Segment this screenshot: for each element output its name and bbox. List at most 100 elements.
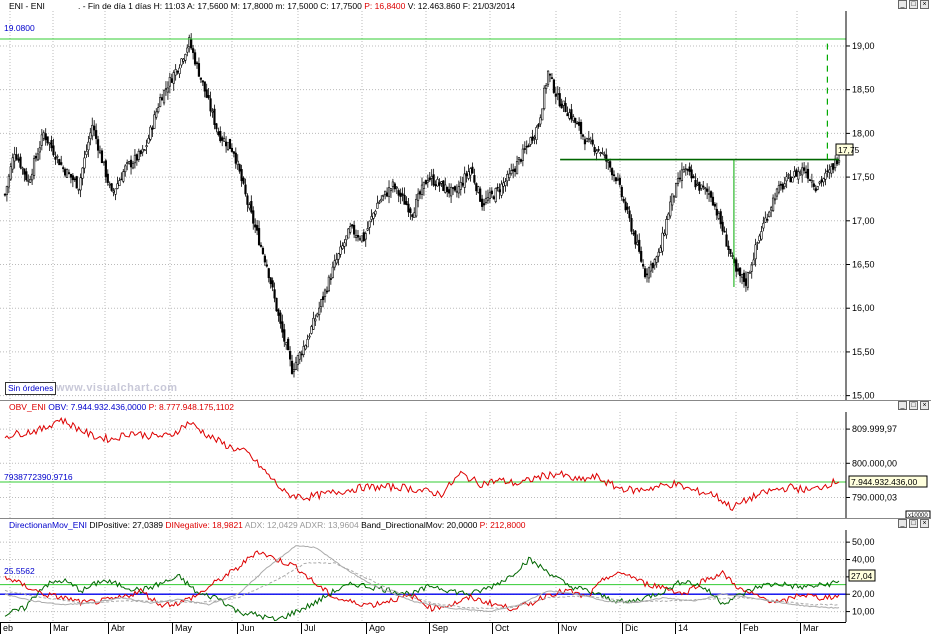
x-tick-label: Mar: [50, 623, 69, 634]
candle-body: [667, 213, 670, 220]
candle-body: [77, 188, 80, 191]
candle-body: [824, 172, 827, 180]
maximize-icon[interactable]: □: [909, 401, 918, 410]
candle-body: [50, 140, 53, 149]
candle-body: [100, 150, 104, 164]
candle-body: [353, 224, 356, 235]
candle-body: [566, 113, 569, 117]
info-item: C: 17,7500: [320, 1, 365, 11]
sin-ordenes-button[interactable]: Sin órdenes: [5, 382, 57, 395]
info-item: P: 16,8400: [364, 1, 408, 11]
x-axis-line: [0, 622, 846, 623]
candle-body: [331, 266, 334, 278]
candle-body: [535, 127, 538, 140]
candle-body: [34, 155, 38, 159]
candle-body: [737, 268, 740, 272]
candle-body: [395, 186, 398, 189]
candle-body: [647, 267, 651, 279]
candle-body: [709, 191, 713, 198]
candle-body: [523, 148, 526, 150]
main-info-line: . - Fin de día 1 días H: 11:03 A: 17,560…: [78, 0, 515, 12]
candle-body: [583, 139, 587, 145]
obv-chart[interactable]: 809.999,97 800.000,00 790.000,03 793877239…: [0, 412, 931, 518]
candle-body: [777, 185, 781, 193]
candle-body: [380, 198, 383, 202]
candle-body: [579, 122, 583, 135]
candle-body: [742, 272, 746, 282]
candle-body: [60, 162, 63, 165]
candle-body: [118, 180, 121, 187]
candle-body: [686, 169, 689, 171]
candle-body: [645, 273, 649, 276]
minimize-icon[interactable]: _: [898, 401, 907, 410]
dm-hline-label: 25.5562: [4, 566, 35, 576]
candle-body: [787, 174, 790, 176]
maximize-icon[interactable]: □: [909, 519, 918, 528]
candle-body: [345, 235, 348, 241]
candle-body: [527, 145, 530, 147]
candle-body: [234, 152, 237, 164]
candle-body: [199, 77, 202, 80]
candle-body: [529, 137, 532, 145]
candle-body: [354, 235, 358, 238]
info-item: M: 17,8000: [230, 1, 276, 11]
candle-body: [465, 173, 468, 177]
price-chart[interactable]: 19,00 18,50 18,00 17,50 17,00 16,50 16,00 15,50…: [0, 11, 931, 403]
close-icon[interactable]: ×: [920, 519, 929, 528]
candle-body: [370, 216, 373, 220]
candle-body: [133, 154, 137, 164]
candle-body: [727, 245, 730, 250]
candle-body: [36, 153, 40, 161]
candle-body: [721, 221, 724, 232]
candle-body: [700, 184, 703, 189]
candle-body: [273, 289, 276, 299]
candle-body: [11, 157, 14, 170]
candle-body: [659, 247, 662, 253]
candle-body: [347, 228, 350, 239]
candle-body: [779, 183, 782, 186]
candle-body: [508, 173, 511, 179]
candle-body: [426, 180, 429, 183]
candle-body: [89, 132, 92, 140]
close-icon[interactable]: ×: [920, 401, 929, 410]
x-tick-label: Jun: [237, 623, 255, 634]
candle-body: [116, 183, 119, 189]
y-tick-label: 15,00: [852, 391, 875, 401]
candle-body: [176, 70, 179, 73]
candle-body: [93, 125, 96, 131]
candle-body: [145, 145, 148, 148]
dm-value-item: Band_DirectionalMov: 20,0000: [361, 520, 480, 530]
candle-body: [69, 173, 73, 178]
candle-body: [170, 78, 173, 83]
candle-body: [174, 69, 177, 76]
minimize-icon[interactable]: _: [898, 0, 907, 9]
candle-body: [597, 148, 600, 151]
candle-body: [112, 190, 115, 193]
candle-body: [407, 203, 410, 213]
candle-body: [269, 277, 272, 285]
candle-body: [643, 268, 647, 278]
candle-body: [816, 186, 819, 190]
candle-body: [312, 317, 315, 330]
candle-body: [587, 137, 590, 140]
candle-body: [781, 183, 784, 190]
y-tick-label: 20,00: [852, 589, 875, 599]
candle-body: [411, 214, 414, 217]
minimize-icon[interactable]: _: [898, 519, 907, 528]
candle-body: [141, 148, 144, 153]
close-icon[interactable]: ×: [920, 0, 929, 9]
candle-body: [467, 171, 470, 179]
candle-body: [808, 179, 812, 182]
panel-divider: [0, 400, 931, 401]
candle-body: [63, 169, 67, 176]
maximize-icon[interactable]: □: [909, 0, 918, 9]
candle-body: [327, 276, 330, 292]
candle-body: [337, 253, 340, 260]
candle-body: [449, 186, 453, 197]
candle-body: [382, 194, 385, 197]
candle-body: [54, 156, 57, 160]
candle-body: [651, 262, 654, 269]
candle-body: [27, 180, 30, 182]
dm-panel-header: DirectionanMov_ENI DIPositive: 27,0389 D…: [0, 519, 931, 531]
